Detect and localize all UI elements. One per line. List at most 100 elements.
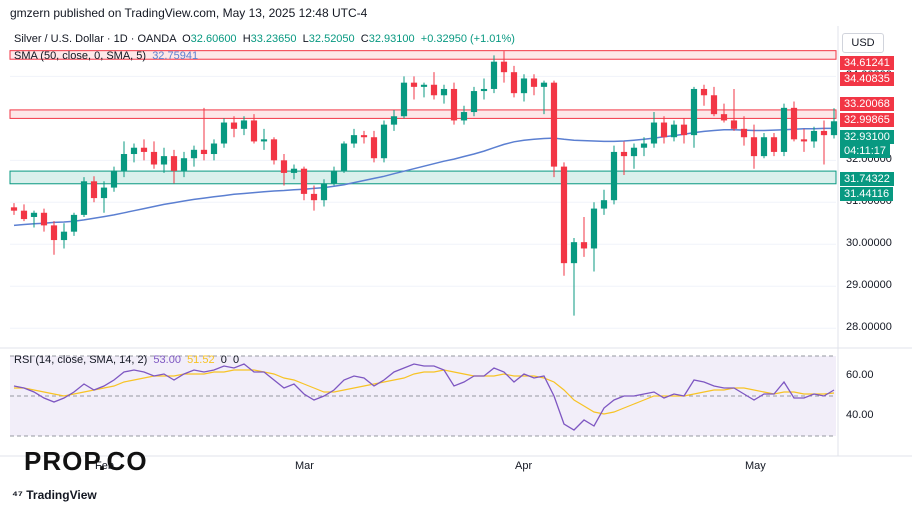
- price-tag-1: 34.40835: [840, 72, 894, 86]
- candle-body-67: [680, 124, 688, 136]
- candle-body-73: [740, 128, 748, 138]
- x-label-feb: Feb: [95, 460, 114, 472]
- candle-body-71: [720, 114, 728, 121]
- candle-body-69: [700, 88, 708, 96]
- candle-body-81: [820, 130, 828, 136]
- candle-body-47: [480, 88, 488, 92]
- candle-layer: [10, 51, 838, 316]
- candle-body-33: [340, 143, 348, 171]
- candle-body-77: [780, 107, 788, 152]
- zone-layer: [9, 50, 837, 185]
- candle-body-53: [540, 82, 548, 87]
- low-label: L: [302, 33, 309, 45]
- candle-body-32: [330, 170, 338, 184]
- candle-body-78: [790, 107, 798, 140]
- x-label-apr: Apr: [515, 460, 533, 472]
- price-tag-7: 31.44116: [840, 187, 894, 201]
- candle-body-8: [90, 181, 98, 199]
- rsi-line: [13, 363, 835, 431]
- rsi-tick-1: 40.00: [846, 409, 874, 421]
- currency-button[interactable]: USD: [842, 33, 884, 53]
- candle-body-20: [210, 143, 218, 155]
- price-tag-6: 31.74322: [840, 172, 894, 186]
- candle-body-60: [610, 151, 618, 201]
- price-tag-2: 33.20068: [840, 97, 894, 111]
- axis-layer: [0, 26, 912, 457]
- price-tag-3: 32.99865: [840, 113, 894, 127]
- candle-body-30: [310, 193, 318, 201]
- tradingview-brand: ⁴⁷ TradingView: [12, 488, 97, 502]
- rsi-value-4: 0: [232, 354, 240, 366]
- ohlc-legend[interactable]: Silver / U.S. Dollar · 1D · OANDA O32.60…: [14, 33, 515, 45]
- candle-body-27: [280, 160, 288, 173]
- candle-body-13: [140, 147, 148, 152]
- tradingview-logo-icon: ⁴⁷: [12, 488, 23, 502]
- candle-body-16: [170, 156, 178, 171]
- candle-body-40: [410, 82, 418, 87]
- rsi-ma-value: 51.52: [187, 354, 215, 366]
- sma-layer: [13, 127, 834, 227]
- resistance-zone-0: [9, 50, 837, 60]
- candle-body-58: [590, 208, 598, 249]
- candle-body-10: [110, 170, 118, 188]
- candle-body-59: [600, 200, 608, 209]
- rsi-label: RSI (14, close, SMA, 14, 2): [14, 354, 148, 366]
- x-label-mar: Mar: [295, 460, 314, 472]
- close-label: C: [360, 33, 369, 45]
- candle-body-65: [660, 122, 668, 138]
- tradingview-label: TradingView: [26, 488, 97, 502]
- price-tick-3: 30.00000: [846, 237, 892, 250]
- candle-body-57: [580, 242, 588, 249]
- resistance-zone-1: [9, 109, 837, 119]
- candle-body-63: [640, 143, 648, 148]
- candle-body-37: [380, 124, 388, 159]
- price-tick-4: 29.00000: [846, 279, 892, 292]
- candle-body-28: [290, 168, 298, 173]
- candle-body-74: [750, 137, 758, 157]
- candle-body-11: [120, 154, 128, 171]
- support-zone: [9, 170, 837, 185]
- candle-body-70: [710, 95, 718, 115]
- candle-body-62: [630, 147, 638, 157]
- candle-body-14: [150, 151, 158, 165]
- candle-body-42: [430, 84, 438, 96]
- candle-body-64: [650, 122, 658, 144]
- candle-body-21: [220, 122, 228, 144]
- candle-body-56: [570, 242, 578, 264]
- candle-body-80: [810, 130, 818, 142]
- candle-body-49: [500, 61, 508, 73]
- watermark-logo: PROP.CO: [24, 446, 148, 476]
- publisher-header: gmzern published on TradingView.com, May…: [10, 6, 368, 20]
- candle-body-4: [50, 225, 58, 241]
- candle-body-24: [250, 120, 258, 142]
- candle-body-52: [530, 78, 538, 87]
- candle-body-46: [470, 91, 478, 113]
- candle-body-54: [550, 82, 558, 167]
- rsi-tick-0: 60.00: [846, 369, 874, 381]
- candle-body-35: [360, 135, 368, 138]
- rsi-legend[interactable]: RSI (14, close, SMA, 14, 2) 53.00 51.52 …: [14, 354, 239, 366]
- candle-body-9: [100, 187, 108, 199]
- open-label: O: [182, 33, 191, 45]
- high-label: H: [242, 33, 251, 45]
- candle-body-18: [190, 149, 198, 159]
- low-value: 32.52050: [308, 33, 355, 45]
- sma-legend[interactable]: SMA (50, close, 0, SMA, 5) 32.75941: [14, 50, 198, 62]
- candle-body-75: [760, 137, 768, 157]
- candle-body-44: [450, 88, 458, 121]
- candle-body-5: [60, 231, 68, 241]
- rsi-ma-line: [14, 369, 835, 415]
- candle-body-38: [390, 116, 398, 125]
- candle-body-61: [620, 151, 628, 157]
- close-value: 32.93100: [368, 33, 415, 45]
- rsi-value: 53.00: [153, 354, 181, 366]
- candle-body-48: [490, 61, 498, 89]
- candle-body-36: [370, 137, 378, 159]
- candle-body-0: [10, 207, 18, 211]
- candle-body-1: [20, 210, 28, 220]
- candle-body-79: [800, 139, 808, 142]
- change-value: +0.32950 (+1.01%): [420, 33, 515, 45]
- candle-body-29: [300, 168, 308, 194]
- candle-body-12: [130, 147, 138, 155]
